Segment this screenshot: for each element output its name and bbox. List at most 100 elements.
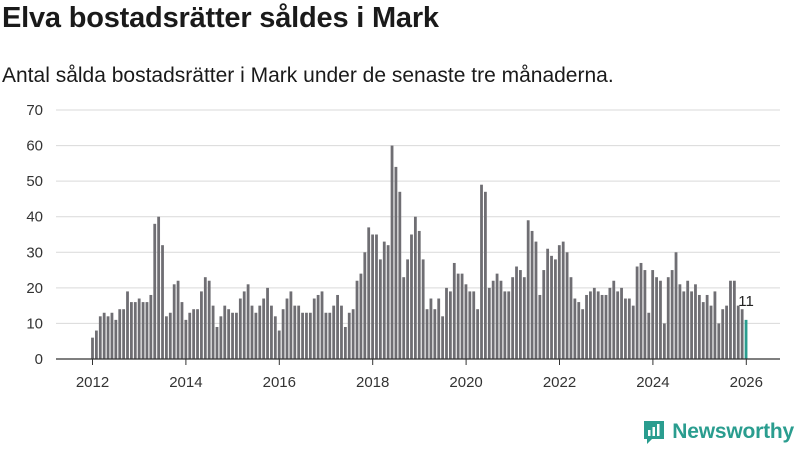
bar [697, 294, 701, 359]
bar [371, 234, 374, 359]
x-tick-label: 2014 [169, 374, 202, 391]
bar [215, 326, 219, 359]
y-tick-label: 30 [26, 244, 43, 261]
bar [604, 294, 608, 359]
bar [569, 277, 573, 359]
bar [425, 309, 429, 359]
bar [608, 287, 612, 359]
bar [324, 312, 328, 359]
bar [534, 241, 538, 359]
bar [686, 280, 690, 359]
y-tick-label: 70 [26, 102, 43, 119]
bar [184, 319, 188, 359]
bar [592, 287, 596, 359]
bar [207, 280, 211, 359]
bar [378, 259, 382, 359]
bar [736, 305, 740, 359]
bar [694, 284, 697, 359]
logo-text: Newsworthy [672, 420, 794, 443]
bar [188, 312, 192, 359]
bar [246, 284, 250, 359]
bar [441, 316, 445, 359]
bar [394, 166, 398, 359]
bar [126, 291, 129, 359]
bar [262, 298, 266, 359]
bar [631, 305, 635, 359]
bar [721, 309, 725, 359]
bar [464, 284, 468, 359]
bar [662, 323, 666, 359]
bar [390, 145, 394, 359]
bar [732, 280, 736, 359]
bar [297, 305, 301, 359]
bar [227, 309, 231, 359]
bar [600, 294, 604, 359]
bar [480, 184, 483, 359]
bar [130, 302, 133, 359]
bar [250, 305, 254, 359]
bar [161, 245, 164, 359]
y-axis-labels: 0 10 20 30 40 50 60 70 [26, 102, 43, 368]
bar [554, 259, 557, 359]
bar [635, 266, 639, 359]
bar [526, 220, 530, 359]
bar-latest [744, 319, 748, 359]
bar [678, 284, 682, 359]
bar [102, 312, 106, 359]
bar [363, 252, 367, 359]
bar [196, 309, 199, 359]
bar [192, 309, 196, 359]
bar [515, 266, 518, 359]
bar [417, 230, 421, 359]
x-tick-label: 2012 [76, 374, 109, 391]
bar [410, 234, 413, 359]
bar [487, 287, 491, 359]
bar [231, 312, 234, 359]
bar [114, 319, 118, 359]
bar [639, 262, 643, 359]
bars [91, 145, 748, 359]
bar [620, 287, 623, 359]
bar [200, 291, 203, 359]
bar [557, 245, 561, 359]
bar [312, 298, 316, 359]
y-tick-label: 40 [26, 209, 43, 226]
bar [332, 305, 336, 359]
bar [328, 312, 332, 359]
bar [565, 252, 569, 359]
bar [448, 291, 452, 359]
bar [270, 305, 273, 359]
chart-subtitle: Antal sålda bostadsrätter i Mark under d… [2, 64, 614, 87]
bar [316, 294, 320, 359]
bar [347, 312, 351, 359]
bar [546, 248, 550, 359]
bar [289, 291, 293, 359]
bar [122, 309, 126, 359]
bar [165, 316, 168, 359]
bar [499, 280, 503, 359]
bar [624, 298, 627, 359]
chart-title: Elva bostadsrätter såldes i Mark [2, 2, 439, 34]
newsworthy-logo: Newsworthy [642, 419, 794, 445]
bar [460, 273, 464, 359]
bar [238, 298, 242, 359]
x-tick-label: 2026 [730, 374, 763, 391]
bar [468, 291, 472, 359]
bar [402, 277, 406, 359]
bar [577, 302, 581, 359]
bar [133, 302, 137, 359]
bar [91, 337, 94, 359]
bar [242, 291, 246, 359]
bar [612, 280, 616, 359]
bar [495, 273, 499, 359]
bar [740, 309, 744, 359]
bar [355, 280, 359, 359]
x-tick-label: 2018 [356, 374, 389, 391]
bar [437, 298, 441, 359]
bar [149, 294, 153, 359]
bar [145, 302, 149, 359]
bar [281, 309, 285, 359]
bar [452, 262, 456, 359]
bar [277, 330, 281, 359]
